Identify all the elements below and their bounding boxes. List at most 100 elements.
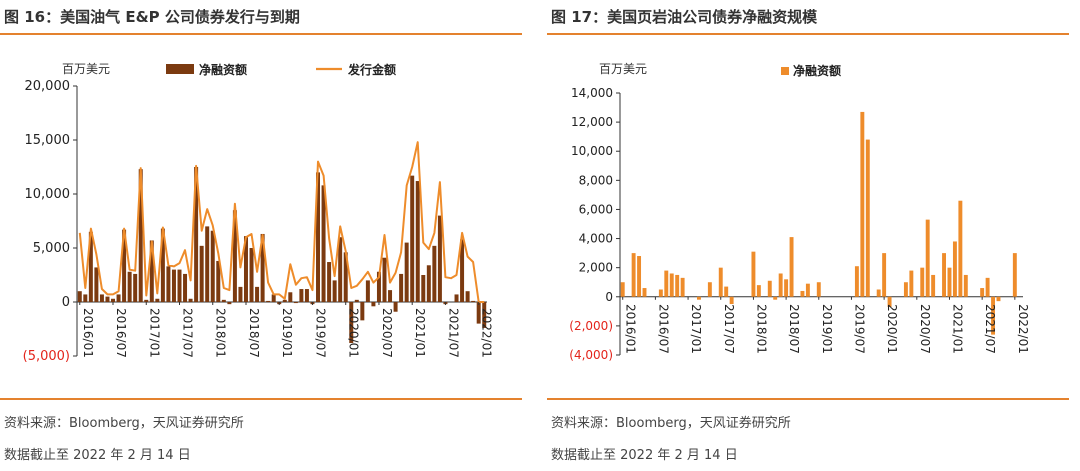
unit-label: 百万美元	[599, 62, 647, 76]
bar	[105, 296, 110, 302]
bar	[371, 302, 376, 307]
bar	[729, 296, 734, 305]
x-tick-label: 2020/07	[918, 304, 932, 354]
bar	[860, 111, 865, 297]
source-note: 资料来源：Bloomberg，天风证券研究所	[551, 416, 791, 431]
bar	[767, 280, 772, 297]
bar	[376, 271, 381, 302]
bar	[127, 271, 132, 302]
bar	[421, 275, 426, 302]
bar	[454, 294, 459, 302]
bar	[354, 299, 359, 302]
bar	[958, 200, 963, 297]
bar	[365, 280, 370, 302]
bar	[985, 277, 990, 297]
x-tick-label: 2021/07	[983, 304, 997, 354]
bar	[707, 282, 712, 297]
y-tick-label: 14,000	[571, 86, 613, 100]
bar	[952, 241, 957, 297]
bar	[349, 302, 354, 344]
legend: 净融资额 发行金额	[166, 62, 396, 77]
x-tick-label: 2019/01	[820, 304, 834, 354]
y-tick-label: 2,000	[579, 261, 613, 275]
y-tick-label: 5,000	[33, 241, 70, 256]
bar	[393, 302, 398, 312]
x-tick-label: 2017/01	[689, 304, 703, 354]
bar	[138, 169, 143, 302]
bar	[980, 288, 985, 297]
legend: 净融资额	[781, 63, 841, 78]
bar	[909, 270, 914, 297]
bar	[271, 294, 276, 302]
bar	[183, 273, 188, 302]
x-tick-label: 2021/01	[950, 304, 964, 354]
chart-title: 图 16：美国油气 E&P 公司债券发行与到期	[4, 8, 300, 26]
bar	[410, 175, 415, 302]
bar	[631, 253, 636, 297]
bar	[718, 267, 723, 297]
source-note: 资料来源：Bloomberg，天风证券研究所	[4, 416, 244, 431]
bar	[216, 260, 221, 302]
bar	[249, 248, 254, 302]
bar	[299, 289, 304, 302]
y-tick-label: 10,000	[25, 187, 71, 202]
x-tick-label: 2017/01	[147, 308, 161, 358]
footer-rule	[547, 398, 1069, 400]
y-tick-label: 15,000	[25, 133, 71, 148]
bar	[460, 239, 465, 302]
x-tick-label: 2020/07	[380, 308, 394, 358]
bar	[260, 233, 265, 302]
x-tick-label: 2021/01	[413, 308, 427, 358]
bar	[805, 283, 810, 297]
legend-label-net-financing: 净融资额	[793, 63, 841, 78]
bar	[404, 242, 409, 302]
y-tick-label: (2,000)	[569, 319, 613, 333]
y-tick-label: 0	[62, 295, 70, 310]
chart-title: 图 17：美国页岩油公司债券净融资规模	[551, 8, 818, 26]
x-tick-label: 2019/01	[280, 308, 294, 358]
bar	[465, 291, 470, 302]
bar	[155, 298, 160, 302]
bar	[144, 299, 149, 302]
x-tick-label: 2017/07	[181, 308, 195, 358]
bar	[426, 265, 431, 302]
x-tick-label: 2019/07	[852, 304, 866, 354]
bar	[903, 282, 908, 297]
bar	[476, 302, 481, 324]
bar	[620, 282, 625, 297]
bar	[920, 267, 925, 297]
bar	[171, 269, 176, 302]
x-tick-label: 2016/01	[624, 304, 638, 354]
y-tick-label: 8,000	[579, 173, 613, 187]
bar	[77, 291, 82, 302]
title-rule	[547, 33, 1069, 35]
bar	[321, 185, 326, 302]
bar	[876, 289, 881, 297]
bar	[360, 302, 365, 321]
bar	[199, 245, 204, 302]
bar	[996, 296, 1001, 302]
date-note: 数据截止至 2022 年 2 月 14 日	[4, 448, 191, 463]
footer-rule	[0, 398, 522, 400]
x-tick-label: 2022/01	[1016, 304, 1030, 354]
bar	[293, 302, 298, 304]
bar	[931, 274, 936, 297]
y-tick-label: (5,000)	[23, 349, 70, 364]
legend-label-net-financing: 净融资额	[199, 62, 247, 77]
bar	[255, 286, 260, 302]
x-tick-label: 2017/07	[722, 304, 736, 354]
bar	[432, 245, 437, 302]
bar	[304, 289, 309, 302]
x-tick-label: 2018/01	[754, 304, 768, 354]
bar	[784, 279, 789, 297]
bar	[854, 266, 859, 297]
bar	[680, 277, 685, 297]
y-tick-label: 0	[605, 290, 613, 304]
bar	[122, 229, 127, 302]
date-note: 数据截止至 2022 年 2 月 14 日	[551, 448, 738, 463]
y-tick-label: 12,000	[571, 115, 613, 129]
bar	[221, 299, 226, 302]
bar	[188, 298, 193, 302]
x-tick-label: 2016/07	[114, 308, 128, 358]
x-tick-label: 2019/07	[313, 308, 327, 358]
